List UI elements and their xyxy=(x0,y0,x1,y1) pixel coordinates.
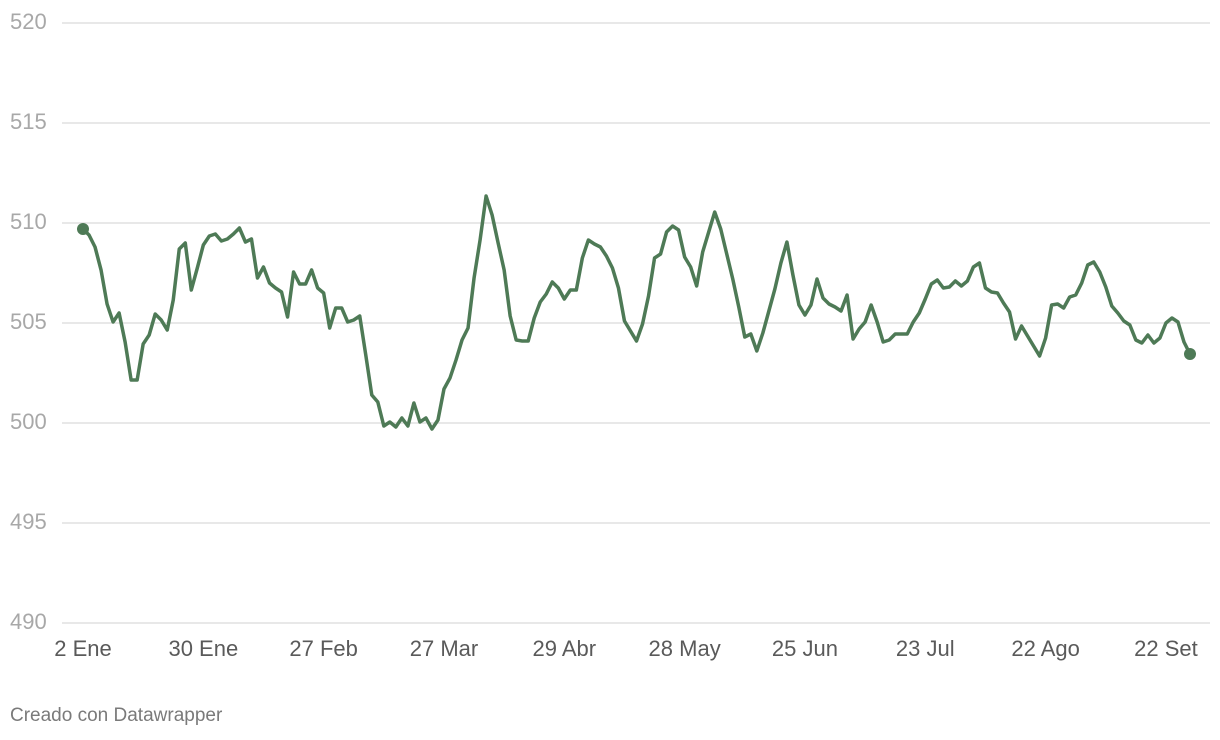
y-tick-label: 515 xyxy=(10,109,47,134)
credit: Creado con Datawrapper xyxy=(10,705,223,726)
line xyxy=(81,194,1192,431)
x-tick-label: 28 May xyxy=(649,636,721,661)
y-tick-label: 500 xyxy=(10,409,47,434)
end-dot xyxy=(1184,348,1196,360)
x-tick-label: 25 Jun xyxy=(772,636,838,661)
x-tick-label: 22 Set xyxy=(1134,636,1198,661)
y-tick-label: 520 xyxy=(10,9,47,34)
end-dot xyxy=(77,223,89,235)
x-tick-label: 22 Ago xyxy=(1011,636,1080,661)
x-tick-label: 30 Ene xyxy=(168,636,238,661)
x-tick-label: 27 Feb xyxy=(289,636,358,661)
x-tick-label: 27 Mar xyxy=(410,636,478,661)
y-tick-label: 490 xyxy=(10,609,47,634)
y-tick-label: 495 xyxy=(10,509,47,534)
y-tick-label: 510 xyxy=(10,209,47,234)
y-tick-label: 505 xyxy=(10,309,47,334)
x-tick-label: 2 Ene xyxy=(54,636,112,661)
x-tick-label: 23 Jul xyxy=(896,636,955,661)
x-tick-label: 29 Abr xyxy=(532,636,596,661)
